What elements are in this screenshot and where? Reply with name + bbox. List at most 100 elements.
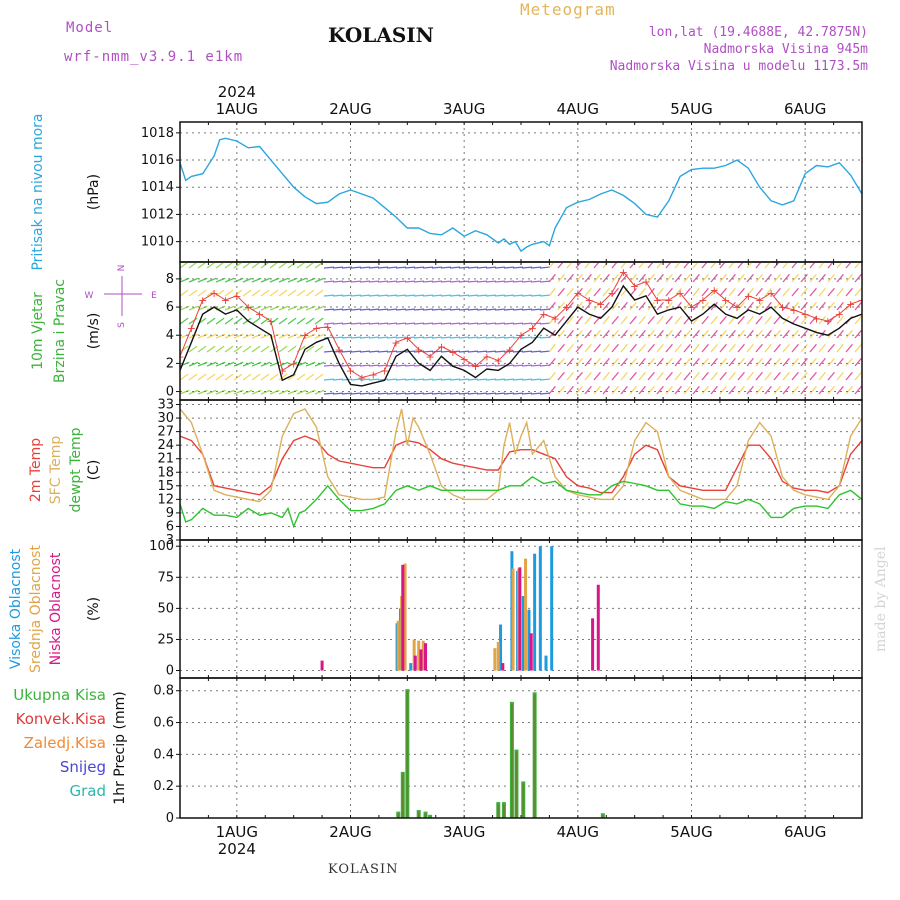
panel-frame xyxy=(179,399,863,541)
bar-srednja-oblacnost xyxy=(511,568,515,671)
compass-north: N xyxy=(117,265,127,272)
y-tick-label: 50 xyxy=(157,601,174,616)
series-group xyxy=(396,689,605,818)
bar-srednja-oblacnost xyxy=(421,640,425,671)
y-tick-label: 1012 xyxy=(141,207,174,222)
gust-marker: + xyxy=(266,315,275,328)
gust-marker: + xyxy=(312,322,321,335)
gust-marker: + xyxy=(857,294,866,307)
gust-marker: + xyxy=(573,287,582,300)
y-tick-label: 15 xyxy=(157,479,174,494)
day-label-top: 5AUG xyxy=(670,100,712,118)
gust-marker: + xyxy=(516,329,525,342)
gust-marker: + xyxy=(391,336,400,349)
gust-marker: + xyxy=(209,287,218,300)
gust-marker: + xyxy=(766,287,775,300)
panel-5: 0 0.2 0.4 0.6 0.8 1hr Precip (mm) Ukupna Kisa K… xyxy=(13,677,863,826)
y-tick-label: 0.2 xyxy=(153,779,174,794)
bar-srednja-oblacnost xyxy=(417,640,421,671)
model-label: Model xyxy=(66,20,114,36)
bar-visoka-oblacnost xyxy=(409,663,413,671)
bar-niska-oblacnost xyxy=(413,655,417,671)
legend-label: Ukupna Kisa xyxy=(13,686,106,704)
bar-visoka-oblacnost xyxy=(538,546,542,671)
y-tick-label: 6 xyxy=(166,300,174,315)
legend-label: SFC Temp xyxy=(48,436,64,505)
year-label-bottom: 2024 xyxy=(218,840,256,858)
gust-marker: + xyxy=(812,312,821,325)
panel-4: 0 25 50 75 100 (%) Visoka Oblacnost Srednja Obl… xyxy=(8,539,863,679)
legend-label: Niska Oblacnost xyxy=(48,552,64,665)
day-label-bottom: 5AUG xyxy=(670,823,712,841)
bottom-date-axis: 1AUG 2AUG 3AUG 4AUG 5AUG 6AUG 2024 xyxy=(216,823,827,858)
line-dewpt-temp xyxy=(180,475,862,529)
meteogram-label: Meteogram xyxy=(520,0,616,19)
series-group xyxy=(180,137,862,253)
gust-marker: + xyxy=(653,294,662,307)
y-tick-label: 18 xyxy=(157,465,174,480)
gust-marker: + xyxy=(607,287,616,300)
bar-srednja-oblacnost xyxy=(412,639,416,671)
gust-marker: + xyxy=(323,321,332,334)
grid xyxy=(176,678,863,819)
y-tick-label: 0 xyxy=(166,664,174,679)
bar-niska-oblacnost xyxy=(501,663,505,671)
y-tick-label: 1016 xyxy=(141,153,174,168)
day-label-top: 2AUG xyxy=(329,100,371,118)
gust-marker: + xyxy=(664,294,673,307)
bar-visoka-oblacnost xyxy=(499,624,503,671)
legend-label: Srednja Oblacnost xyxy=(28,545,44,673)
y-axis-label: (hPa) xyxy=(86,174,102,210)
day-label-bottom: 6AUG xyxy=(784,823,826,841)
day-label-top: 3AUG xyxy=(443,100,485,118)
y-tick-label: 8 xyxy=(166,272,174,287)
grid xyxy=(176,262,863,400)
gust-marker: + xyxy=(300,329,309,342)
bar-srednja-oblacnost xyxy=(524,558,528,671)
line-udari xyxy=(180,271,862,379)
series-group xyxy=(320,546,600,671)
y-axis-label: (%) xyxy=(86,597,102,621)
compass-icon: N S W E xyxy=(85,265,158,328)
gust-marker: + xyxy=(630,280,639,293)
panel-1: 1010 1012 1014 1016 1018 (hPa) Pritisak na niv… xyxy=(30,113,863,271)
gust-marker: + xyxy=(687,301,696,314)
y-tick-label: 0.8 xyxy=(153,684,174,699)
y-tick-label: 0 xyxy=(166,811,174,826)
wind-arrows-field xyxy=(180,262,862,395)
gust-marker: + xyxy=(562,301,571,314)
model-name: wrf-nmm_v3.9.1 e1km xyxy=(64,49,244,65)
bar-niska-oblacnost xyxy=(320,660,324,671)
bar-niska-oblacnost xyxy=(424,643,428,671)
day-label-bottom: 4AUG xyxy=(557,823,599,841)
gust-marker: + xyxy=(505,343,514,356)
gust-marker: + xyxy=(175,350,184,363)
legend-label: 10m Vjetar xyxy=(30,292,46,370)
bar-visoka-oblacnost xyxy=(521,595,525,671)
gust-marker: + xyxy=(585,294,594,307)
y-tick-label: 12 xyxy=(157,492,174,507)
bar-niska-oblacnost xyxy=(401,564,405,671)
y-axis-label: (m/s) xyxy=(86,313,102,350)
gust-marker: + xyxy=(255,308,264,321)
y-axis-label: (C) xyxy=(86,460,102,481)
line-2m-temp xyxy=(180,435,862,496)
compass-south: S xyxy=(117,322,127,328)
bar-niska-oblacnost xyxy=(529,633,533,671)
day-label-top: 1AUG xyxy=(216,100,258,118)
gust-marker: + xyxy=(755,294,764,307)
legend-label: 2m Temp xyxy=(28,438,44,502)
bar-srednja-oblacnost xyxy=(403,563,407,671)
y-tick-label: 33 xyxy=(157,398,174,413)
year-label-top: 2024 xyxy=(218,83,256,101)
bar-srednja-oblacnost xyxy=(496,641,500,671)
line-sfc-temp xyxy=(180,408,862,503)
bar-visoka-oblacnost xyxy=(527,609,531,671)
panel-frame xyxy=(179,121,863,263)
bar-niska-oblacnost xyxy=(591,618,595,671)
y-tick-label: 3 xyxy=(166,533,174,548)
gust-marker: + xyxy=(846,298,855,311)
gust-marker: + xyxy=(369,369,378,382)
